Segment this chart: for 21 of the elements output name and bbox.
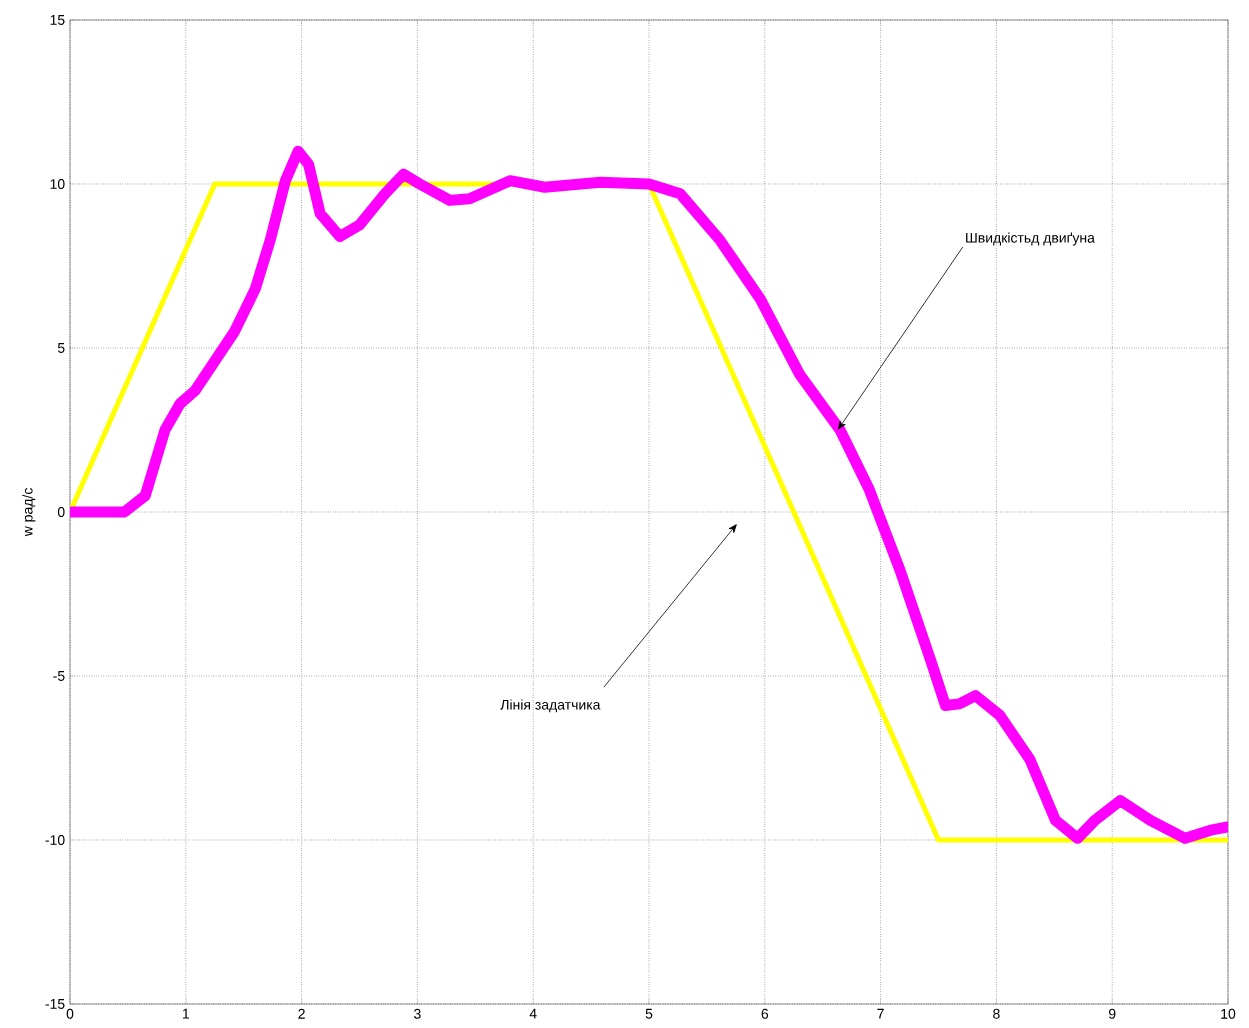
y-axis-title: w рад/с (22, 488, 36, 537)
y-tick-label: -15 (45, 999, 65, 1009)
x-tick-label: 6 (761, 1008, 769, 1019)
x-tick-label: 8 (993, 1008, 1000, 1019)
x-tick-label: 0 (66, 1008, 74, 1019)
annotation: Швидкістьд двиґуна (966, 232, 1095, 246)
y-tick-label: 0 (57, 507, 65, 517)
annotation: Лінія задатчика (500, 699, 601, 713)
x-tick-label: 9 (1108, 1008, 1116, 1019)
x-tick-label: 7 (877, 1008, 884, 1019)
y-tick-label: 5 (57, 343, 65, 353)
x-tick-label: 1 (182, 1008, 190, 1019)
x-tick-label: 2 (298, 1008, 305, 1019)
y-tick-label: 10 (50, 179, 65, 189)
x-tick-label: 10 (1221, 1008, 1236, 1019)
y-tick-label: 15 (50, 15, 65, 25)
y-tick-label: -5 (53, 671, 65, 681)
y-tick-label: -10 (45, 835, 65, 845)
x-tick-label: 3 (414, 1008, 421, 1019)
x-tick-label: 4 (529, 1008, 537, 1019)
x-tick-label: 5 (645, 1008, 653, 1019)
